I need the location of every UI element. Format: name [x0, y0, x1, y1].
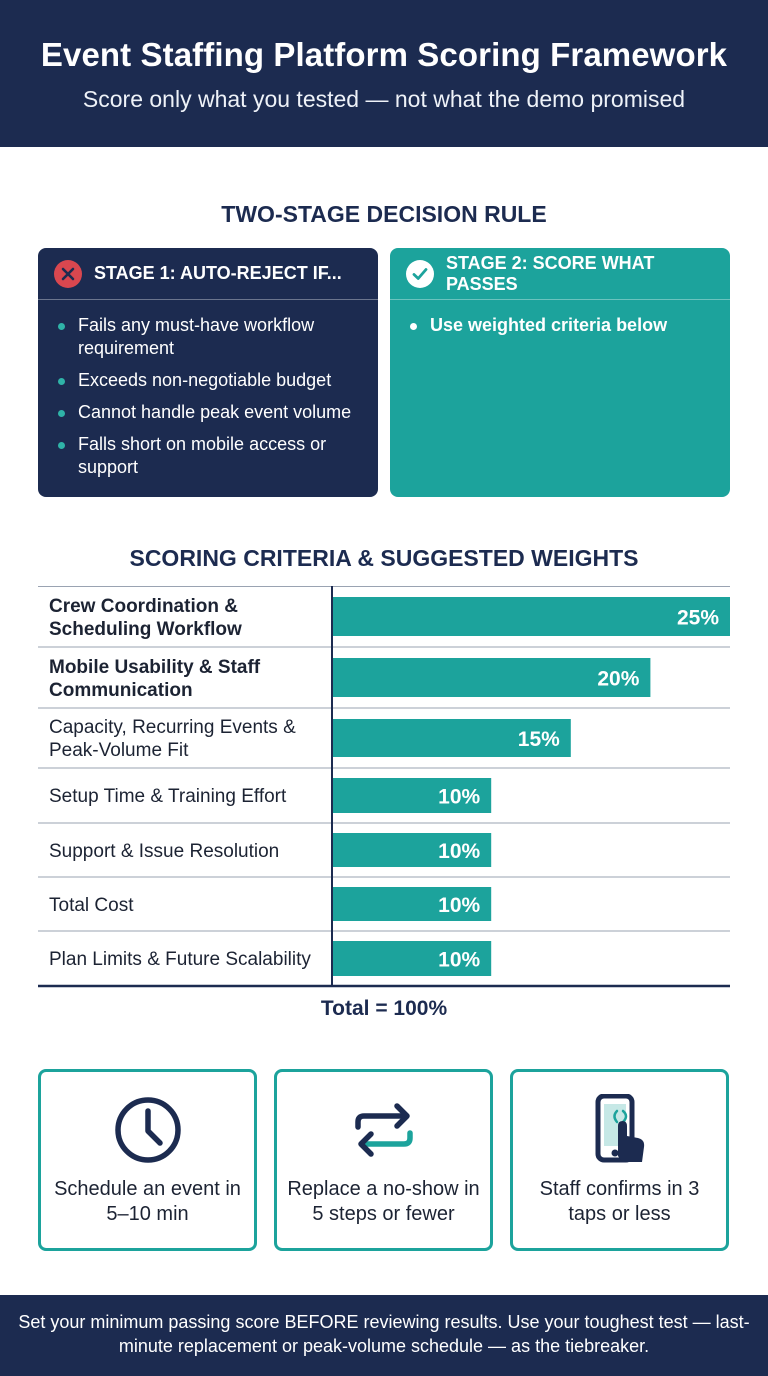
x-circle-icon	[54, 259, 82, 288]
bar-value-label: 10%	[438, 894, 480, 917]
stage2-panel: STAGE 2: SCORE WHAT PASSES Use weighted …	[390, 248, 730, 497]
chart-bar	[332, 597, 730, 636]
stage2-title: STAGE 2: SCORE WHAT PASSES	[446, 252, 655, 294]
list-item: Falls short on mobile access or support	[56, 433, 362, 479]
card-text: Replace a no-show in 5 steps or fewer	[287, 1178, 480, 1225]
chart-bar	[332, 719, 571, 757]
stage2-header: STAGE 2: SCORE WHAT PASSES	[390, 248, 730, 300]
footer-text: Set your minimum passing score BEFORE re…	[18, 1312, 750, 1356]
bar-value-label: 25%	[677, 607, 719, 630]
category-label: Setup Time & Training Effort	[49, 786, 287, 807]
chart-title: SCORING CRITERIA & SUGGESTED WEIGHTS	[129, 545, 639, 571]
bar-value-label: 20%	[597, 668, 639, 691]
check-circle-icon	[406, 259, 434, 288]
bar-value-label: 15%	[518, 728, 560, 751]
category-label: Total Cost	[49, 894, 134, 916]
category-label: Plan Limits & Future Scalability	[49, 949, 311, 970]
category-label: Support & Issue Resolution	[49, 840, 280, 862]
stage1-header: STAGE 1: AUTO-REJECT IF...	[38, 248, 378, 300]
chart-bar	[332, 778, 492, 813]
stage1-title: STAGE 1: AUTO-REJECT IF...	[94, 263, 342, 283]
swap-arrows-icon	[277, 1094, 490, 1166]
category-label: Capacity, Recurring Events & Peak-Volume…	[49, 717, 296, 761]
benchmark-card-replace: Replace a no-show in 5 steps or fewer	[274, 1069, 493, 1251]
list-item: Use weighted criteria below	[408, 314, 714, 337]
clock-icon	[41, 1094, 254, 1166]
stage1-panel: STAGE 1: AUTO-REJECT IF... Fails any mus…	[38, 248, 378, 497]
weights-chart: 25% 20% 15% 10% 10% 10% 10% Crew Coordination …	[38, 586, 730, 988]
total-label: Total = 100%	[320, 997, 448, 1020]
chart-bar	[332, 941, 492, 976]
card-text: Staff confirms in 3 taps or less	[539, 1178, 700, 1225]
list-item: Exceeds non-negotiable budget	[56, 369, 362, 392]
list-item: Cannot handle peak event volume	[56, 401, 362, 424]
chart-bar	[332, 887, 492, 921]
footer-banner: Set your minimum passing score BEFORE re…	[0, 1295, 768, 1376]
stage2-list: Use weighted criteria below	[390, 300, 730, 337]
weights-chart-svg: 25% 20% 15% 10% 10% 10% 10%	[38, 586, 730, 988]
page-title: Event Staffing Platform Scoring Framewor…	[40, 36, 728, 73]
category-label: Mobile Usability & Staff Communication	[49, 656, 261, 701]
list-item: Fails any must-have workflow requirement	[56, 314, 362, 360]
bar-value-label: 10%	[438, 786, 480, 809]
benchmark-card-schedule: Schedule an event in 5–10 min	[38, 1069, 257, 1251]
card-text: Schedule an event in 5–10 min	[54, 1178, 241, 1225]
bar-value-label: 10%	[438, 949, 480, 972]
category-label: Crew Coordination & Scheduling Workflow	[49, 595, 242, 640]
chart-bar	[332, 658, 651, 697]
benchmark-card-confirm: Staff confirms in 3 taps or less	[510, 1069, 729, 1251]
phone-tap-icon	[513, 1094, 726, 1166]
bar-value-label: 10%	[438, 840, 480, 863]
chart-bar	[332, 833, 492, 867]
stage1-list: Fails any must-have workflow requirement…	[38, 300, 378, 479]
header-banner: Event Staffing Platform Scoring Framewor…	[0, 0, 768, 147]
page-subtitle: Score only what you tested — not what th…	[82, 86, 686, 112]
decision-rule-title: TWO-STAGE DECISION RULE	[221, 201, 547, 227]
